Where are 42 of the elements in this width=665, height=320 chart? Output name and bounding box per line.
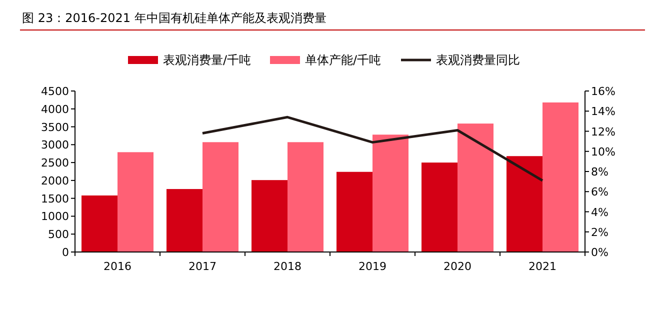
x-tick-label: 2017 [188,260,216,273]
y2-tick-label: 14% [591,105,616,118]
y-tick-label: 500 [48,228,69,242]
bar [82,195,118,252]
y2-tick-label: 16% [591,85,616,98]
y2-tick-label: 4% [591,206,608,219]
y2-tick-label: 10% [591,145,616,158]
y2-tick-label: 8% [591,166,608,178]
bar [506,156,542,252]
bar [372,134,408,252]
y2-tick-label: 12% [591,125,616,138]
bar [422,162,458,252]
y2-tick-label: 6% [591,186,608,199]
y-tick-label: 3000 [41,138,69,152]
y-tick-label: 4500 [41,85,69,98]
bar [542,102,578,252]
x-tick-label: 2019 [358,260,386,273]
bar [118,152,154,252]
chart-title: 图 23：2016-2021 年中国有机硅单体产能及表观消费量 [22,11,326,25]
x-tick-label: 2018 [274,260,302,273]
y-tick-label: 4000 [41,102,69,116]
bar [166,189,202,252]
y-tick-label: 2000 [41,174,69,188]
y-tick-label: 0 [62,246,69,259]
bar [252,180,288,252]
y-tick-label: 2500 [41,156,69,170]
x-tick-label: 2016 [104,260,132,273]
legend-label: 表观消费量/千吨 [163,53,252,67]
y2-tick-label: 0% [591,246,608,259]
y-tick-label: 1000 [41,210,69,224]
y-tick-label: 3500 [41,120,69,134]
legend-label: 单体产能/千吨 [305,53,382,67]
bar [288,142,324,252]
bar [458,124,494,252]
line-series [201,116,544,182]
legend-label: 表观消费量同比 [436,53,520,67]
y-tick-label: 1500 [41,192,69,206]
bar [202,142,238,252]
x-tick-label: 2021 [528,260,556,273]
y2-tick-label: 2% [591,226,608,239]
bar [336,172,372,252]
x-tick-label: 2020 [444,260,472,273]
